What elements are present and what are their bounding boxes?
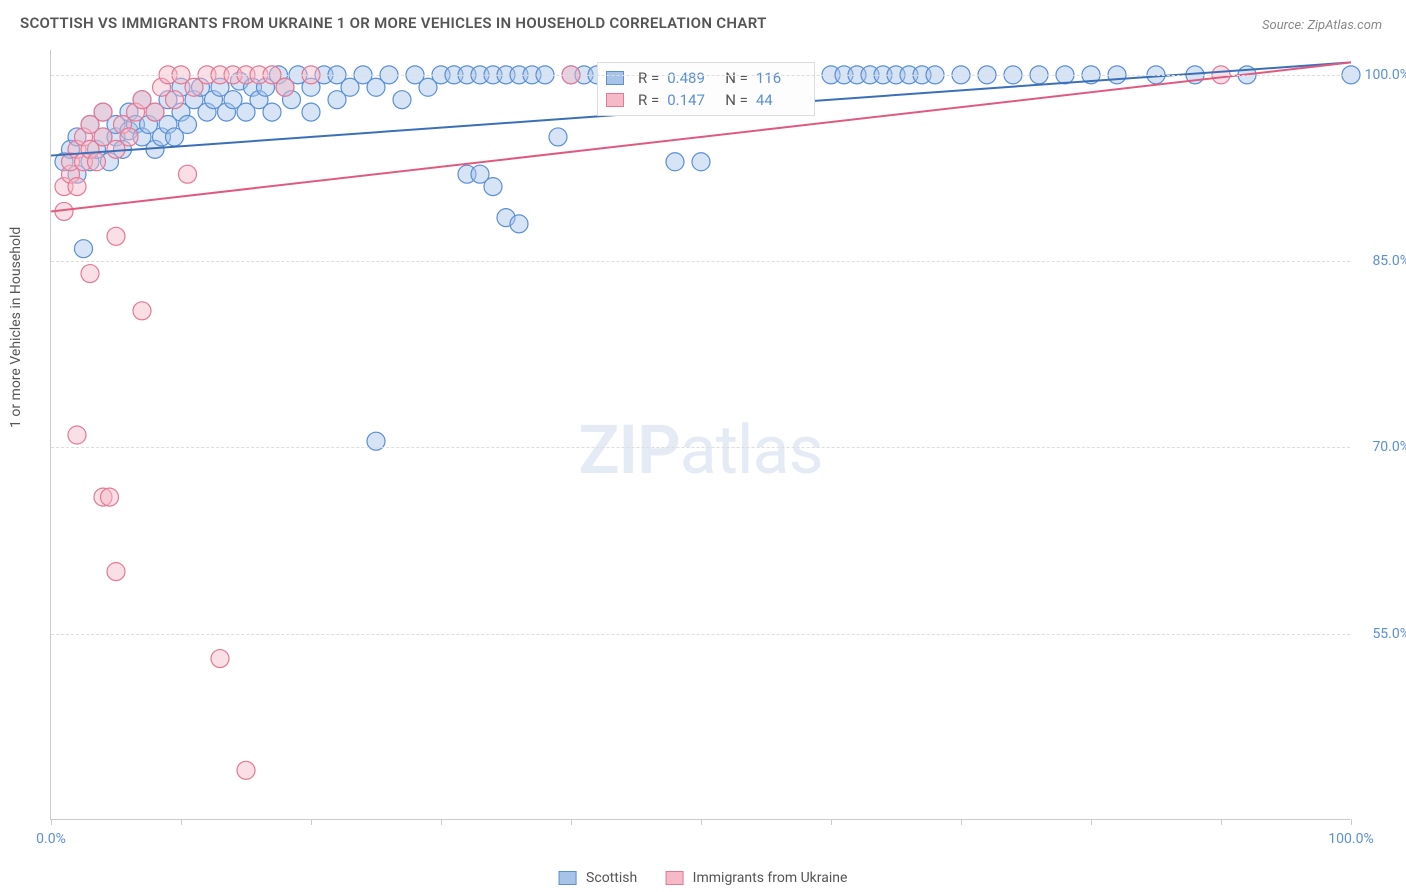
x-tick: [571, 819, 572, 825]
stats-n-value-ukraine: 44: [756, 91, 806, 109]
legend-label-ukraine: Immigrants from Ukraine: [693, 870, 848, 886]
data-point: [107, 563, 125, 581]
legend-swatch-ukraine: [665, 871, 683, 885]
legend-item-scottish: Scottish: [559, 870, 638, 886]
legend-swatch-scottish: [559, 871, 577, 885]
stats-r-value-scottish: 0.489: [667, 69, 717, 87]
legend-bottom: Scottish Immigrants from Ukraine: [559, 870, 848, 886]
x-tick-label: 100.0%: [1328, 831, 1373, 847]
stats-swatch-ukraine: [606, 93, 624, 107]
y-tick-label: 85.0%: [1372, 253, 1406, 269]
y-tick-label: 100.0%: [1365, 67, 1406, 83]
data-point: [88, 153, 106, 171]
grid-line: [51, 447, 1350, 448]
data-point: [68, 426, 86, 444]
x-tick: [1351, 819, 1352, 825]
correlation-stats-box: R = 0.489 N = 116 R = 0.147 N = 44: [597, 62, 815, 116]
source-prefix: Source:: [1262, 18, 1307, 33]
data-point: [107, 227, 125, 245]
stats-n-label: N =: [725, 69, 748, 87]
scatter-plot-svg: [51, 50, 1350, 819]
x-tick-label: 0.0%: [36, 831, 66, 847]
data-point: [549, 128, 567, 146]
x-tick: [441, 819, 442, 825]
data-point: [101, 488, 119, 506]
x-tick: [51, 819, 52, 825]
grid-line: [51, 634, 1350, 635]
legend-item-ukraine: Immigrants from Ukraine: [665, 870, 847, 886]
data-point: [81, 265, 99, 283]
stats-n-value-scottish: 116: [756, 69, 806, 87]
plot-area: ZIPatlas R = 0.489 N = 116 R = 0.147 N =…: [50, 50, 1350, 820]
data-point: [68, 178, 86, 196]
data-point: [393, 91, 411, 109]
grid-line: [51, 75, 1350, 76]
data-point: [179, 116, 197, 134]
x-tick: [1221, 819, 1222, 825]
data-point: [692, 153, 710, 171]
data-point: [94, 103, 112, 121]
data-point: [120, 128, 138, 146]
x-tick: [1091, 819, 1092, 825]
chart-title: SCOTTISH VS IMMIGRANTS FROM UKRAINE 1 OR…: [20, 14, 767, 32]
data-point: [666, 153, 684, 171]
x-tick: [961, 819, 962, 825]
chart-container: SCOTTISH VS IMMIGRANTS FROM UKRAINE 1 OR…: [0, 0, 1406, 892]
grid-line: [51, 261, 1350, 262]
data-point: [510, 215, 528, 233]
data-point: [263, 103, 281, 121]
legend-label-scottish: Scottish: [586, 870, 637, 886]
source-attribution: Source: ZipAtlas.com: [1262, 18, 1382, 33]
stats-r-label: R =: [638, 91, 659, 109]
x-tick: [831, 819, 832, 825]
stats-row-scottish: R = 0.489 N = 116: [606, 67, 806, 89]
x-tick: [701, 819, 702, 825]
y-tick-label: 70.0%: [1372, 439, 1406, 455]
data-point: [237, 761, 255, 779]
data-point: [166, 91, 184, 109]
data-point: [302, 103, 320, 121]
stats-r-label: R =: [638, 69, 659, 87]
data-point: [75, 240, 93, 258]
x-tick: [311, 819, 312, 825]
stats-row-ukraine: R = 0.147 N = 44: [606, 89, 806, 111]
stats-n-label: N =: [725, 91, 748, 109]
stats-swatch-scottish: [606, 71, 624, 85]
source-name: ZipAtlas.com: [1307, 18, 1382, 33]
data-point: [276, 78, 294, 96]
y-tick-label: 55.0%: [1372, 626, 1406, 642]
data-point: [179, 165, 197, 183]
y-axis-label: 1 or more Vehicles in Household: [8, 227, 24, 428]
data-point: [211, 650, 229, 668]
x-tick: [181, 819, 182, 825]
data-point: [133, 302, 151, 320]
stats-r-value-ukraine: 0.147: [667, 91, 717, 109]
data-point: [146, 103, 164, 121]
data-point: [484, 178, 502, 196]
